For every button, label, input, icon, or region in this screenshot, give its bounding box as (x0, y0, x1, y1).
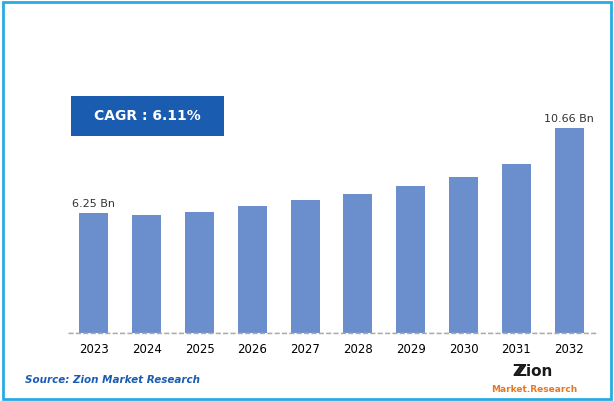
Bar (290, 200, 320, 333)
Text: 6.25 Bn: 6.25 Bn (72, 198, 115, 209)
Text: Z: Z (513, 364, 524, 379)
Bar (132, 215, 161, 333)
Text: Public Transport Smart Card Market,: Public Transport Smart Card Market, (128, 18, 486, 36)
Text: Global Market Size, 2024-2032 (USD Billion): Global Market Size, 2024-2032 (USD Billi… (161, 54, 453, 67)
Bar (449, 177, 478, 333)
Bar (502, 164, 531, 333)
Bar (185, 212, 214, 333)
Bar (396, 186, 426, 333)
Text: Market.Research: Market.Research (491, 385, 577, 394)
Bar (79, 213, 109, 333)
Text: Zion: Zion (516, 364, 553, 379)
Bar (343, 194, 373, 333)
Text: Source: Zion Market Research: Source: Zion Market Research (25, 375, 200, 385)
Bar (554, 128, 584, 333)
Text: 10.66 Bn: 10.66 Bn (544, 114, 594, 124)
Bar (238, 206, 267, 333)
Text: CAGR : 6.11%: CAGR : 6.11% (94, 109, 201, 123)
